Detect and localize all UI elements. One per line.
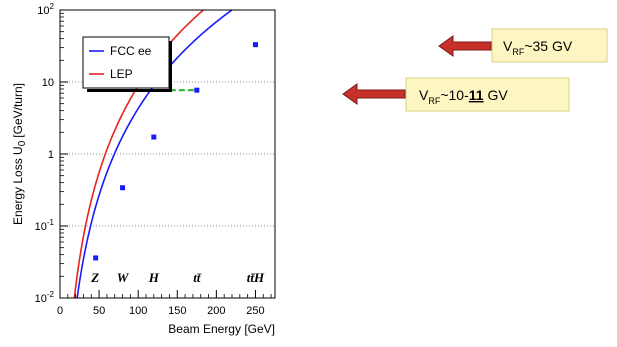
process-label: W xyxy=(117,270,130,285)
data-point xyxy=(93,255,99,261)
x-tick-label: 150 xyxy=(168,305,186,317)
marker-layer xyxy=(93,42,258,261)
legend-shadow-right xyxy=(169,41,172,92)
callout-35gv: VRF~35 GV xyxy=(491,28,608,63)
process-label: tt̄ xyxy=(193,270,202,285)
arrow-shape xyxy=(342,83,406,105)
legend: FCC ee LEP xyxy=(82,36,172,92)
data-point xyxy=(151,134,157,140)
callout-text: VRF~10-11 GV xyxy=(419,87,508,106)
y-tick-label: 10 xyxy=(42,77,54,89)
callout-text: VRF~35 GV xyxy=(503,38,573,57)
x-tick-label: 0 xyxy=(57,305,63,317)
legend-label-fcc-ee: FCC ee xyxy=(110,44,152,58)
x-tick-label: 100 xyxy=(129,305,147,317)
callout-box xyxy=(405,77,570,112)
y-tick-label: 102 xyxy=(37,2,54,17)
callout-arrow-11gv xyxy=(342,83,406,105)
callout-11gv: VRF~10-11 GV xyxy=(405,77,570,112)
data-point xyxy=(120,185,126,191)
callout-box xyxy=(491,28,608,63)
legend-box xyxy=(82,36,170,89)
callout-arrow-35gv xyxy=(438,35,492,57)
y-tick-label: 10-1 xyxy=(35,218,55,233)
y-tick-label: 10-2 xyxy=(35,290,55,305)
data-point xyxy=(252,42,258,48)
axis-ticks: 10-2 10-1 1 10 102 0 50 100 150 200 250 xyxy=(35,2,272,317)
y-axis-label: Energy Loss U0[GeV/turn] xyxy=(11,83,28,225)
y-tick-label: 1 xyxy=(48,149,54,161)
arrow-shape xyxy=(438,35,492,57)
legend-shadow-bottom xyxy=(87,89,172,92)
x-tick-label: 50 xyxy=(93,305,105,317)
process-label: H xyxy=(148,270,160,285)
process-label: Z xyxy=(90,270,99,285)
legend-label-lep: LEP xyxy=(110,67,133,81)
x-axis-label: Beam Energy [GeV] xyxy=(168,322,275,336)
process-label: tt̄H xyxy=(247,270,265,285)
x-tick-label: 200 xyxy=(207,305,225,317)
x-tick-label: 250 xyxy=(246,305,264,317)
data-point xyxy=(194,87,200,93)
